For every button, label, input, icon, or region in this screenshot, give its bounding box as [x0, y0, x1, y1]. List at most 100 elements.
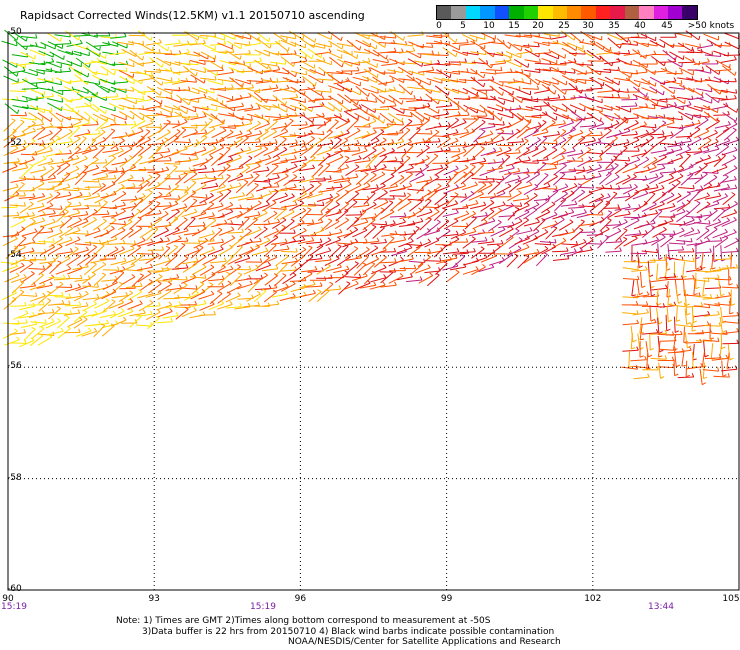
wind-barb-flag: [367, 57, 371, 62]
wind-barb: [379, 72, 396, 74]
wind-barb-flag: [14, 145, 19, 149]
wind-barb: [653, 137, 667, 148]
wind-barb-flag: [635, 136, 640, 141]
wind-barb: [209, 35, 225, 41]
wind-barb-flag: [273, 273, 278, 277]
wind-barb: [281, 220, 295, 232]
wind-barb: [551, 240, 567, 249]
wind-barb: [668, 168, 684, 176]
wind-barb-flag: [437, 109, 440, 114]
wind-barb-flag: [688, 137, 692, 142]
wind-barb-flag: [508, 56, 512, 61]
wind-barb-flag: [663, 256, 667, 261]
wind-barb: [577, 48, 593, 57]
wind-barb: [281, 142, 298, 146]
wind-barb-flag: [222, 212, 225, 217]
wind-barb: [527, 139, 541, 150]
wind-barb: [727, 343, 731, 360]
wind-barb: [723, 139, 739, 146]
wind-barb: [117, 221, 133, 231]
wind-barb: [513, 44, 530, 49]
wind-barb-flag: [685, 374, 691, 378]
wind-barb: [425, 93, 439, 105]
wind-barb: [299, 284, 316, 289]
wind-barb: [129, 316, 142, 328]
wind-barb-flag: [481, 129, 486, 132]
wind-barb-flag: [368, 67, 372, 72]
wind-barb-flag: [662, 90, 665, 95]
wind-barb-flag: [481, 119, 486, 123]
wind-barb: [172, 104, 188, 115]
wind-barb: [480, 47, 494, 58]
wind-barb: [110, 186, 125, 196]
wind-barb-flag: [686, 322, 691, 325]
wind-barb-flag: [637, 213, 641, 218]
wind-barb: [47, 232, 63, 239]
wind-barb-flag: [382, 154, 387, 158]
wind-barb: [200, 203, 215, 215]
wind-barb-flag: [346, 77, 350, 82]
wind-barb-flag: [644, 266, 648, 271]
wind-barb-flag: [119, 270, 124, 274]
wind-barb-flag: [112, 155, 116, 159]
wind-barb: [504, 34, 521, 38]
wind-barb-flag: [284, 192, 288, 197]
wind-barb-flag: [403, 192, 406, 197]
wind-barb: [129, 218, 142, 230]
wind-barb-flag: [60, 37, 62, 42]
wind-barb-flag: [16, 96, 19, 101]
wind-barb-flag: [422, 117, 425, 122]
wind-barb-flag: [574, 109, 577, 114]
wind-barb-flag: [88, 117, 90, 122]
wind-barb-flag: [449, 73, 452, 78]
wind-barb: [345, 158, 362, 164]
wind-barb: [19, 263, 34, 274]
wind-barb: [487, 178, 504, 181]
wind-barb-flag: [88, 146, 92, 150]
wind-barb-flag: [96, 33, 98, 38]
wind-barb: [110, 229, 126, 239]
wind-barb-flag: [589, 165, 593, 170]
wind-barb-flag: [257, 211, 261, 216]
wind-barb: [704, 54, 721, 57]
wind-barb: [155, 69, 172, 72]
wind-barb-flag: [102, 261, 107, 265]
wind-barb-flag: [636, 310, 639, 315]
wind-barb: [526, 173, 541, 184]
wind-barb-flag: [12, 134, 17, 138]
wind-barb: [642, 295, 659, 298]
wind-barb: [560, 192, 575, 203]
wind-barb-flag: [41, 116, 44, 121]
wind-barb: [569, 104, 585, 112]
wind-barb: [208, 248, 224, 256]
wind-barb: [695, 157, 711, 164]
wind-barb: [648, 133, 665, 136]
wind-barb-flag: [311, 135, 315, 140]
wind-barb: [685, 299, 688, 316]
wind-barb: [202, 257, 217, 266]
wind-barb: [720, 89, 737, 94]
wind-barb: [632, 193, 649, 200]
wind-barb-flag: [196, 112, 199, 118]
wind-barb: [516, 96, 533, 101]
wind-barb-flag: [662, 164, 666, 169]
wind-barb: [147, 95, 162, 105]
wind-barb: [163, 123, 180, 125]
wind-barb-flag: [598, 172, 602, 177]
wind-barb-flag: [627, 210, 631, 215]
wind-barb-flag: [717, 310, 720, 315]
wind-barb-flag: [389, 200, 394, 203]
wind-barb: [506, 248, 522, 257]
wind-barb-flag: [42, 292, 46, 297]
wind-barb-flag: [229, 156, 234, 160]
wind-barb-flag: [412, 47, 416, 52]
wind-barb: [471, 257, 488, 263]
wind-barb-flag: [681, 62, 683, 68]
wind-barb: [273, 88, 290, 92]
wind-barb-flag: [231, 235, 236, 239]
wind-barb: [693, 61, 710, 66]
wind-barb-flag: [464, 164, 469, 169]
wind-barb: [2, 186, 19, 192]
wind-barb-flag: [106, 319, 110, 324]
wind-barb: [632, 94, 649, 101]
